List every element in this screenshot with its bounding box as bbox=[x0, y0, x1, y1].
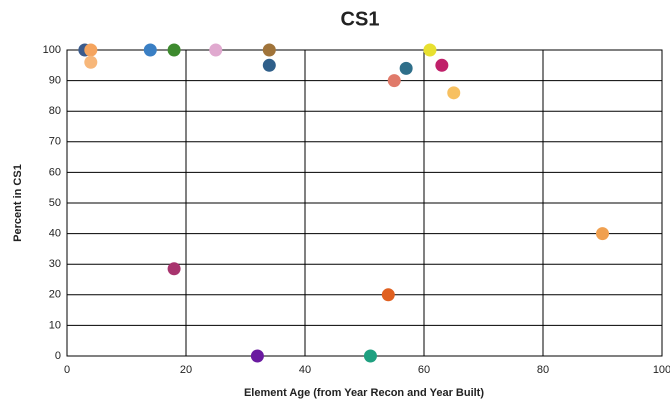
x-tick-label: 0 bbox=[64, 364, 70, 376]
y-tick-label: 70 bbox=[49, 136, 61, 148]
point bbox=[84, 55, 98, 69]
point bbox=[447, 86, 461, 100]
chart-title: CS1 bbox=[341, 8, 380, 30]
point bbox=[381, 288, 395, 302]
point bbox=[143, 43, 157, 57]
y-tick-label: 50 bbox=[49, 197, 61, 209]
point bbox=[84, 43, 98, 57]
x-tick-label: 40 bbox=[299, 364, 311, 376]
point bbox=[167, 43, 181, 57]
x-axis-label: Element Age (from Year Recon and Year Bu… bbox=[244, 387, 484, 399]
point bbox=[363, 349, 377, 363]
y-tick-label: 100 bbox=[43, 44, 61, 56]
y-tick-label: 20 bbox=[49, 289, 61, 301]
y-axis-label: Percent in CS1 bbox=[12, 164, 24, 242]
y-tick-label: 30 bbox=[49, 258, 61, 270]
point bbox=[209, 43, 223, 57]
point bbox=[399, 61, 413, 75]
y-tick-label: 10 bbox=[49, 319, 61, 331]
point bbox=[423, 43, 437, 57]
point bbox=[435, 58, 449, 72]
point bbox=[262, 43, 276, 57]
point bbox=[250, 349, 264, 363]
y-tick-label: 40 bbox=[49, 228, 61, 240]
x-tick-label: 60 bbox=[418, 364, 430, 376]
x-tick-label: 20 bbox=[180, 364, 192, 376]
x-tick-label: 80 bbox=[537, 364, 549, 376]
y-tick-label: 90 bbox=[49, 75, 61, 87]
point bbox=[596, 227, 609, 241]
y-tick-label: 80 bbox=[49, 105, 61, 117]
point bbox=[262, 58, 276, 72]
point bbox=[167, 262, 181, 276]
y-tick-label: 60 bbox=[49, 166, 61, 178]
point bbox=[387, 74, 401, 88]
y-tick-label: 0 bbox=[55, 350, 61, 362]
x-tick-label: 100 bbox=[653, 364, 670, 376]
